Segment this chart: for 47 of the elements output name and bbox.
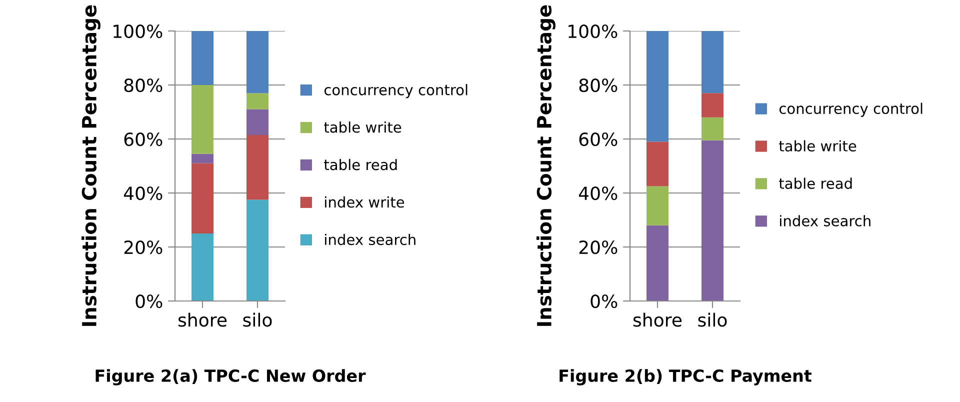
x-tick-label: silo xyxy=(698,312,727,327)
y-tick-label: 100% xyxy=(568,24,618,38)
text: Figure 2(a) TPC-C New Order xyxy=(96,369,366,386)
bar xyxy=(646,142,668,186)
y-tick-label: 100% xyxy=(114,24,162,38)
x-tick-label: shore xyxy=(633,312,682,327)
y-tick-label: 80% xyxy=(124,78,162,92)
y-tick-label: 20% xyxy=(579,240,618,254)
x-tick-label: shore xyxy=(178,312,227,327)
bar xyxy=(246,200,268,301)
y-axis-title: Instruction Count Percentage xyxy=(81,5,100,326)
bar xyxy=(646,31,668,142)
bar xyxy=(646,186,668,226)
bar xyxy=(192,163,214,234)
legend-label: index write xyxy=(325,196,404,208)
legend-label: table read xyxy=(324,158,397,170)
bar xyxy=(192,234,214,301)
bar xyxy=(246,93,268,110)
bar xyxy=(192,154,214,164)
bar xyxy=(192,31,214,85)
legend-label: table write xyxy=(779,140,856,152)
y-tick-label: 0% xyxy=(136,294,162,308)
text: Figure 2(b) TPC-C Payment xyxy=(560,369,812,386)
bar xyxy=(702,31,724,94)
legend-label: index search xyxy=(780,215,870,226)
y-tick-label: 0% xyxy=(590,294,618,308)
y-tick-label: 60% xyxy=(579,132,618,146)
legend-label: index search xyxy=(325,234,416,246)
bar xyxy=(702,140,724,301)
bar xyxy=(246,109,268,135)
bar xyxy=(192,85,214,154)
y-tick-label: 40% xyxy=(124,186,162,200)
y-axis-title: Instruction Count Percentage xyxy=(536,5,556,326)
bar xyxy=(646,225,668,301)
legend-label: table read xyxy=(779,178,852,189)
legend-label: table write xyxy=(324,121,402,133)
x-tick-label: silo xyxy=(243,312,272,327)
y-tick-label: 20% xyxy=(124,240,162,254)
y-tick-label: 40% xyxy=(578,186,618,200)
legend-label: concurrency control xyxy=(324,84,468,98)
bar xyxy=(702,117,724,140)
bar xyxy=(246,31,268,94)
legend-label: concurrency control xyxy=(779,102,922,117)
y-tick-label: 80% xyxy=(579,78,618,92)
bar xyxy=(246,134,268,200)
bar xyxy=(702,93,724,118)
y-tick-label: 60% xyxy=(124,132,162,146)
